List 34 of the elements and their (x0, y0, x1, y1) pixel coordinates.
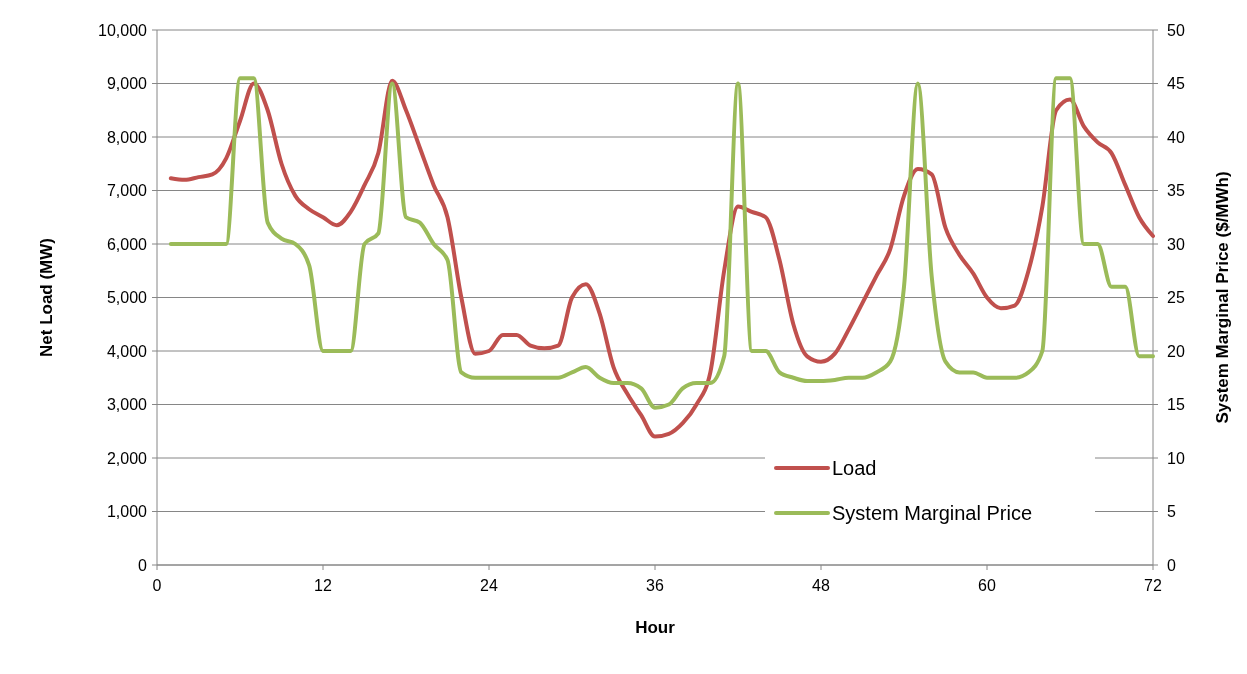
legend-label: Load (832, 457, 877, 479)
y2-tick-label: 10 (1167, 449, 1185, 467)
y2-tick-label: 5 (1167, 503, 1176, 521)
y-tick-label: 9,000 (106, 75, 148, 93)
y-tick-label: 3,000 (106, 396, 148, 414)
y2-tick-label: 50 (1167, 21, 1185, 39)
x-tick-label: 48 (812, 577, 830, 594)
y-tick-label: 8,000 (106, 128, 148, 146)
y-tick-label: 10,000 (98, 21, 148, 39)
y2-tick-label: 15 (1167, 396, 1185, 414)
y-tick-label: 7,000 (106, 182, 148, 200)
y2-tick-label: 35 (1167, 182, 1185, 200)
x-axis-title: Hour (635, 618, 676, 637)
x-tick-label: 0 (152, 577, 162, 594)
x-tick-label: 36 (646, 577, 664, 594)
y2-tick-label: 0 (1167, 556, 1176, 574)
y2-tick-label: 25 (1167, 289, 1185, 307)
y-tick-label: 5,000 (106, 289, 148, 307)
y2-tick-label: 30 (1167, 235, 1185, 253)
y-tick-label: 2,000 (106, 449, 148, 467)
y-tick-label: 0 (138, 556, 148, 574)
y-axis-title: Net Load (MW) (37, 238, 56, 357)
y2-tick-label: 45 (1167, 75, 1185, 93)
y2-tick-label: 20 (1167, 342, 1185, 360)
legend-label: System Marginal Price (832, 502, 1033, 524)
y2-tick-label: 40 (1167, 128, 1185, 146)
y-tick-label: 4,000 (106, 342, 148, 360)
x-tick-label: 12 (314, 577, 332, 594)
x-tick-label: 24 (480, 577, 498, 594)
y2-axis-title: System Marginal Price ($/MWh) (1213, 171, 1232, 424)
x-tick-label: 60 (978, 577, 996, 594)
y-tick-label: 6,000 (106, 235, 148, 253)
y-tick-label: 1,000 (106, 503, 148, 521)
x-tick-label: 72 (1144, 577, 1162, 594)
